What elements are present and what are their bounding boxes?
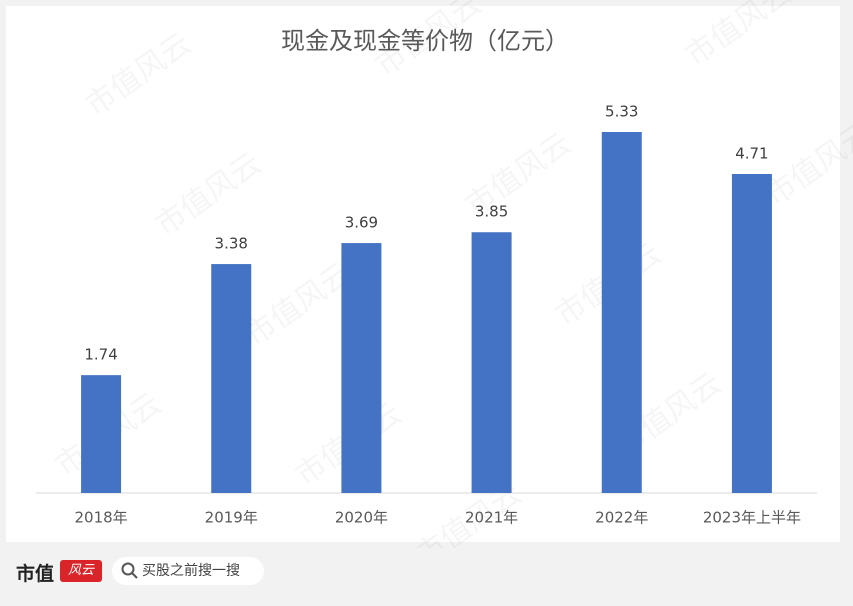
bar: [341, 243, 382, 493]
search-icon: [121, 562, 138, 579]
brand: 市值: [16, 563, 55, 585]
brand-icon: 风云: [60, 560, 102, 582]
value-label: 1.74: [84, 346, 117, 364]
bar: [211, 264, 252, 493]
chart: 市值风云市值风云市值风云市值风云市值风云市值风云市值风云市值风云市值风云市值风云…: [6, 6, 840, 542]
value-label: 3.69: [345, 214, 378, 232]
bar: [81, 375, 122, 493]
value-label: 4.71: [735, 144, 768, 162]
bar: [471, 232, 512, 493]
x-tick-label: 2021年: [465, 509, 518, 527]
bar: [601, 132, 642, 493]
value-label: 3.85: [475, 203, 508, 221]
x-tick-label: 2022年: [595, 509, 648, 527]
x-tick-label: 2019年: [205, 509, 258, 527]
chart-title: 现金及现金等价物（亿元）: [281, 27, 569, 55]
x-tick-label: 2023年上半年: [703, 509, 801, 527]
x-tick-label: 2018年: [74, 509, 127, 527]
x-tick-label: 2020年: [335, 509, 388, 527]
search-box[interactable]: 买股之前搜一搜: [112, 557, 264, 585]
chart-background: [6, 6, 840, 542]
value-label: 5.33: [605, 103, 638, 121]
footer: 市值 风云 买股之前搜一搜: [0, 548, 853, 606]
value-label: 3.38: [215, 235, 248, 253]
bar: [731, 173, 772, 493]
search-text: 买股之前搜一搜: [142, 563, 240, 579]
